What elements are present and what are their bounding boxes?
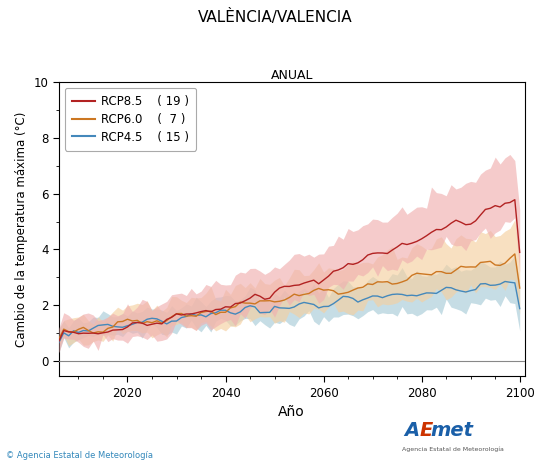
Text: © Agencia Estatal de Meteorología: © Agencia Estatal de Meteorología <box>6 451 152 460</box>
Text: VALÈNCIA/VALENCIA: VALÈNCIA/VALENCIA <box>197 9 353 25</box>
Text: A: A <box>404 421 419 440</box>
Text: Agencia Estatal de Meteorología: Agencia Estatal de Meteorología <box>402 446 503 452</box>
X-axis label: Año: Año <box>278 405 305 419</box>
Title: ANUAL: ANUAL <box>271 69 313 82</box>
Text: E: E <box>419 421 432 440</box>
Legend: RCP8.5    ( 19 ), RCP6.0    (  7 ), RCP4.5    ( 15 ): RCP8.5 ( 19 ), RCP6.0 ( 7 ), RCP4.5 ( 15… <box>65 88 196 151</box>
Y-axis label: Cambio de la temperatura máxima (°C): Cambio de la temperatura máxima (°C) <box>15 111 28 347</box>
Text: met: met <box>430 421 473 440</box>
